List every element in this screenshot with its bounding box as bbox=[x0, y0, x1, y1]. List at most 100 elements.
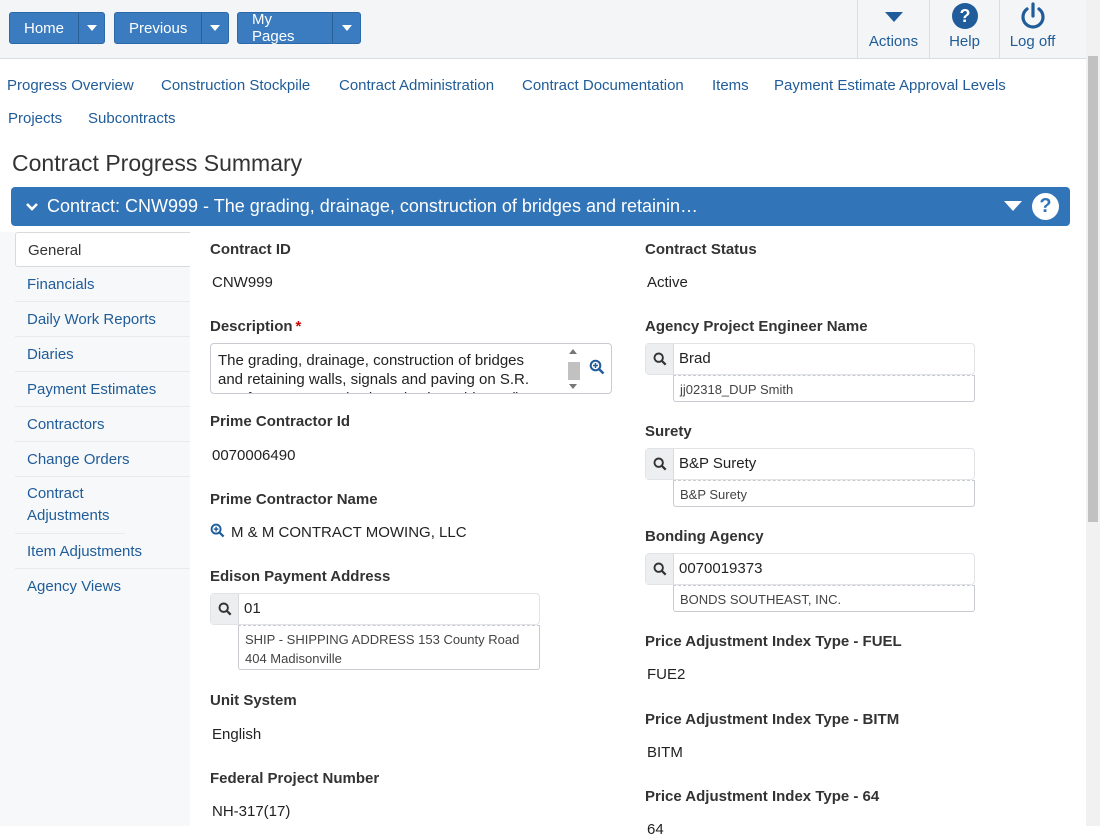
banner-help-icon[interactable]: ? bbox=[1032, 193, 1059, 220]
home-button-label: Home bbox=[24, 19, 65, 37]
help-button[interactable]: ? Help bbox=[929, 0, 999, 58]
chevron-down-icon[interactable] bbox=[25, 202, 39, 212]
actions-menu[interactable]: Actions bbox=[857, 0, 929, 58]
sidenav-background bbox=[0, 232, 190, 826]
scroll-up-icon[interactable] bbox=[569, 349, 577, 354]
chevron-down-icon bbox=[210, 25, 221, 31]
banner-dropdown-icon[interactable] bbox=[1004, 201, 1022, 211]
contract-banner-title: Contract: CNW999 - The grading, drainage… bbox=[47, 196, 699, 216]
actions-label: Actions bbox=[868, 33, 919, 50]
page-scroll-thumb[interactable] bbox=[1088, 56, 1098, 522]
link-payment-estimate-approval-levels[interactable]: Payment Estimate Approval Levels bbox=[774, 77, 1006, 94]
sidenav-item-change-orders[interactable]: Change Orders bbox=[15, 442, 190, 477]
logoff-label: Log off bbox=[1009, 33, 1056, 50]
link-items[interactable]: Items bbox=[712, 77, 749, 94]
previous-button[interactable]: Previous bbox=[114, 12, 229, 44]
svg-text:?: ? bbox=[959, 6, 970, 26]
sidenav-item-contract-adjustments[interactable]: Contract Adjustments bbox=[15, 477, 125, 534]
price-adjustment-64-label: Price Adjustment Index Type - 64 bbox=[645, 788, 880, 805]
bonding-agency-lookup[interactable]: 0070019373 bbox=[645, 553, 975, 585]
link-contract-documentation[interactable]: Contract Documentation bbox=[522, 77, 684, 94]
power-icon bbox=[1019, 0, 1047, 32]
price-adjustment-64-value: 64 bbox=[647, 821, 664, 838]
description-text[interactable]: The grading, drainage, construction of b… bbox=[218, 352, 537, 393]
search-icon[interactable] bbox=[646, 344, 674, 374]
unit-system-label: Unit System bbox=[210, 692, 297, 709]
prime-contractor-name-label: Prime Contractor Name bbox=[210, 491, 378, 508]
surety-value[interactable]: B&P Surety bbox=[679, 455, 757, 472]
zoom-icon[interactable] bbox=[589, 359, 605, 380]
description-field[interactable]: The grading, drainage, construction of b… bbox=[210, 343, 612, 394]
chevron-down-icon bbox=[341, 25, 352, 31]
scroll-down-icon[interactable] bbox=[569, 384, 577, 389]
zoom-icon[interactable] bbox=[210, 523, 225, 543]
price-adjustment-fuel-value: FUE2 bbox=[647, 666, 686, 683]
price-adjustment-bitm-value: BITM bbox=[647, 744, 683, 761]
help-icon: ? bbox=[951, 0, 979, 32]
bonding-agency-label: Bonding Agency bbox=[645, 528, 764, 545]
search-icon[interactable] bbox=[646, 449, 674, 479]
contract-status-label: Contract Status bbox=[645, 241, 757, 258]
scroll-thumb[interactable] bbox=[568, 362, 580, 380]
prime-contractor-name-value: M & M CONTRACT MOWING, LLC bbox=[231, 524, 467, 541]
price-adjustment-fuel-label: Price Adjustment Index Type - FUEL bbox=[645, 633, 902, 650]
logoff-button[interactable]: Log off bbox=[999, 0, 1065, 58]
chevron-down-icon bbox=[86, 25, 97, 31]
contract-id-value: CNW999 bbox=[212, 274, 273, 291]
content-panel bbox=[190, 232, 1086, 826]
description-scrollbar[interactable] bbox=[566, 346, 582, 392]
surety-detail: B&P Surety bbox=[673, 480, 975, 507]
bonding-agency-detail: BONDS SOUTHEAST, INC. bbox=[673, 585, 975, 612]
section-nav: General Financials Daily Work Reports Di… bbox=[15, 232, 190, 604]
sidenav-item-payment-estimates[interactable]: Payment Estimates bbox=[15, 372, 190, 407]
page-scrollbar[interactable] bbox=[1086, 0, 1100, 826]
agency-project-engineer-value[interactable]: Brad bbox=[679, 350, 711, 367]
sidenav-item-general[interactable]: General bbox=[15, 232, 190, 267]
prime-contractor-id-label: Prime Contractor Id bbox=[210, 413, 351, 430]
agency-project-engineer-lookup[interactable]: Brad bbox=[645, 343, 975, 375]
agency-project-engineer-label: Agency Project Engineer Name bbox=[645, 318, 868, 335]
my-pages-button[interactable]: My Pages bbox=[237, 11, 361, 45]
previous-dropdown-caret[interactable] bbox=[201, 13, 228, 43]
link-construction-stockpile[interactable]: Construction Stockpile bbox=[161, 77, 311, 94]
actions-caret-icon bbox=[884, 0, 904, 32]
surety-lookup[interactable]: B&P Surety bbox=[645, 448, 975, 480]
sidenav-item-agency-views[interactable]: Agency Views bbox=[27, 578, 121, 595]
edison-payment-address-lookup[interactable]: 01 bbox=[210, 593, 540, 625]
search-icon[interactable] bbox=[646, 554, 674, 584]
federal-project-number-value: NH-317(17) bbox=[212, 803, 291, 820]
sidenav-item-diaries[interactable]: Diaries bbox=[15, 337, 190, 372]
sidenav-item-financials[interactable]: Financials bbox=[15, 267, 190, 302]
unit-system-value: English bbox=[212, 726, 262, 743]
link-projects[interactable]: Projects bbox=[8, 110, 63, 127]
home-button[interactable]: Home bbox=[9, 12, 105, 44]
search-icon[interactable] bbox=[211, 594, 239, 624]
edison-payment-address-label: Edison Payment Address bbox=[210, 568, 391, 585]
top-toolbar: Home Previous My Pages Actions ? Help Lo… bbox=[0, 0, 1086, 59]
edison-payment-address-value[interactable]: 01 bbox=[244, 600, 261, 617]
bonding-agency-value[interactable]: 0070019373 bbox=[679, 560, 763, 577]
description-label: Description * bbox=[210, 318, 301, 335]
link-contract-administration[interactable]: Contract Administration bbox=[339, 77, 495, 94]
prime-contractor-id-value: 0070006490 bbox=[212, 447, 296, 464]
link-subcontracts[interactable]: Subcontracts bbox=[88, 110, 176, 127]
my-pages-dropdown-caret[interactable] bbox=[332, 13, 360, 43]
surety-label: Surety bbox=[645, 423, 692, 440]
contract-id-label: Contract ID bbox=[210, 241, 291, 258]
page-title: Contract Progress Summary bbox=[12, 150, 303, 176]
edison-payment-address-detail: SHIP - SHIPPING ADDRESS 153 County Road … bbox=[238, 625, 540, 670]
previous-button-label: Previous bbox=[129, 19, 188, 37]
price-adjustment-bitm-label: Price Adjustment Index Type - BITM bbox=[645, 711, 900, 728]
contract-banner[interactable]: Contract: CNW999 - The grading, drainage… bbox=[11, 187, 1070, 226]
agency-project-engineer-detail: jj02318_DUP Smith bbox=[673, 375, 975, 402]
help-label: Help bbox=[949, 33, 980, 50]
sidenav-item-contractors[interactable]: Contractors bbox=[15, 407, 190, 442]
sidenav-item-daily-work-reports[interactable]: Daily Work Reports bbox=[15, 302, 190, 337]
federal-project-number-label: Federal Project Number bbox=[210, 770, 380, 787]
sidenav-item-item-adjustments[interactable]: Item Adjustments bbox=[15, 534, 190, 569]
home-dropdown-caret[interactable] bbox=[78, 13, 104, 43]
contract-status-value: Active bbox=[647, 274, 688, 291]
link-progress-overview[interactable]: Progress Overview bbox=[7, 77, 134, 94]
required-marker: * bbox=[295, 318, 302, 335]
my-pages-button-label: My Pages bbox=[252, 11, 295, 45]
